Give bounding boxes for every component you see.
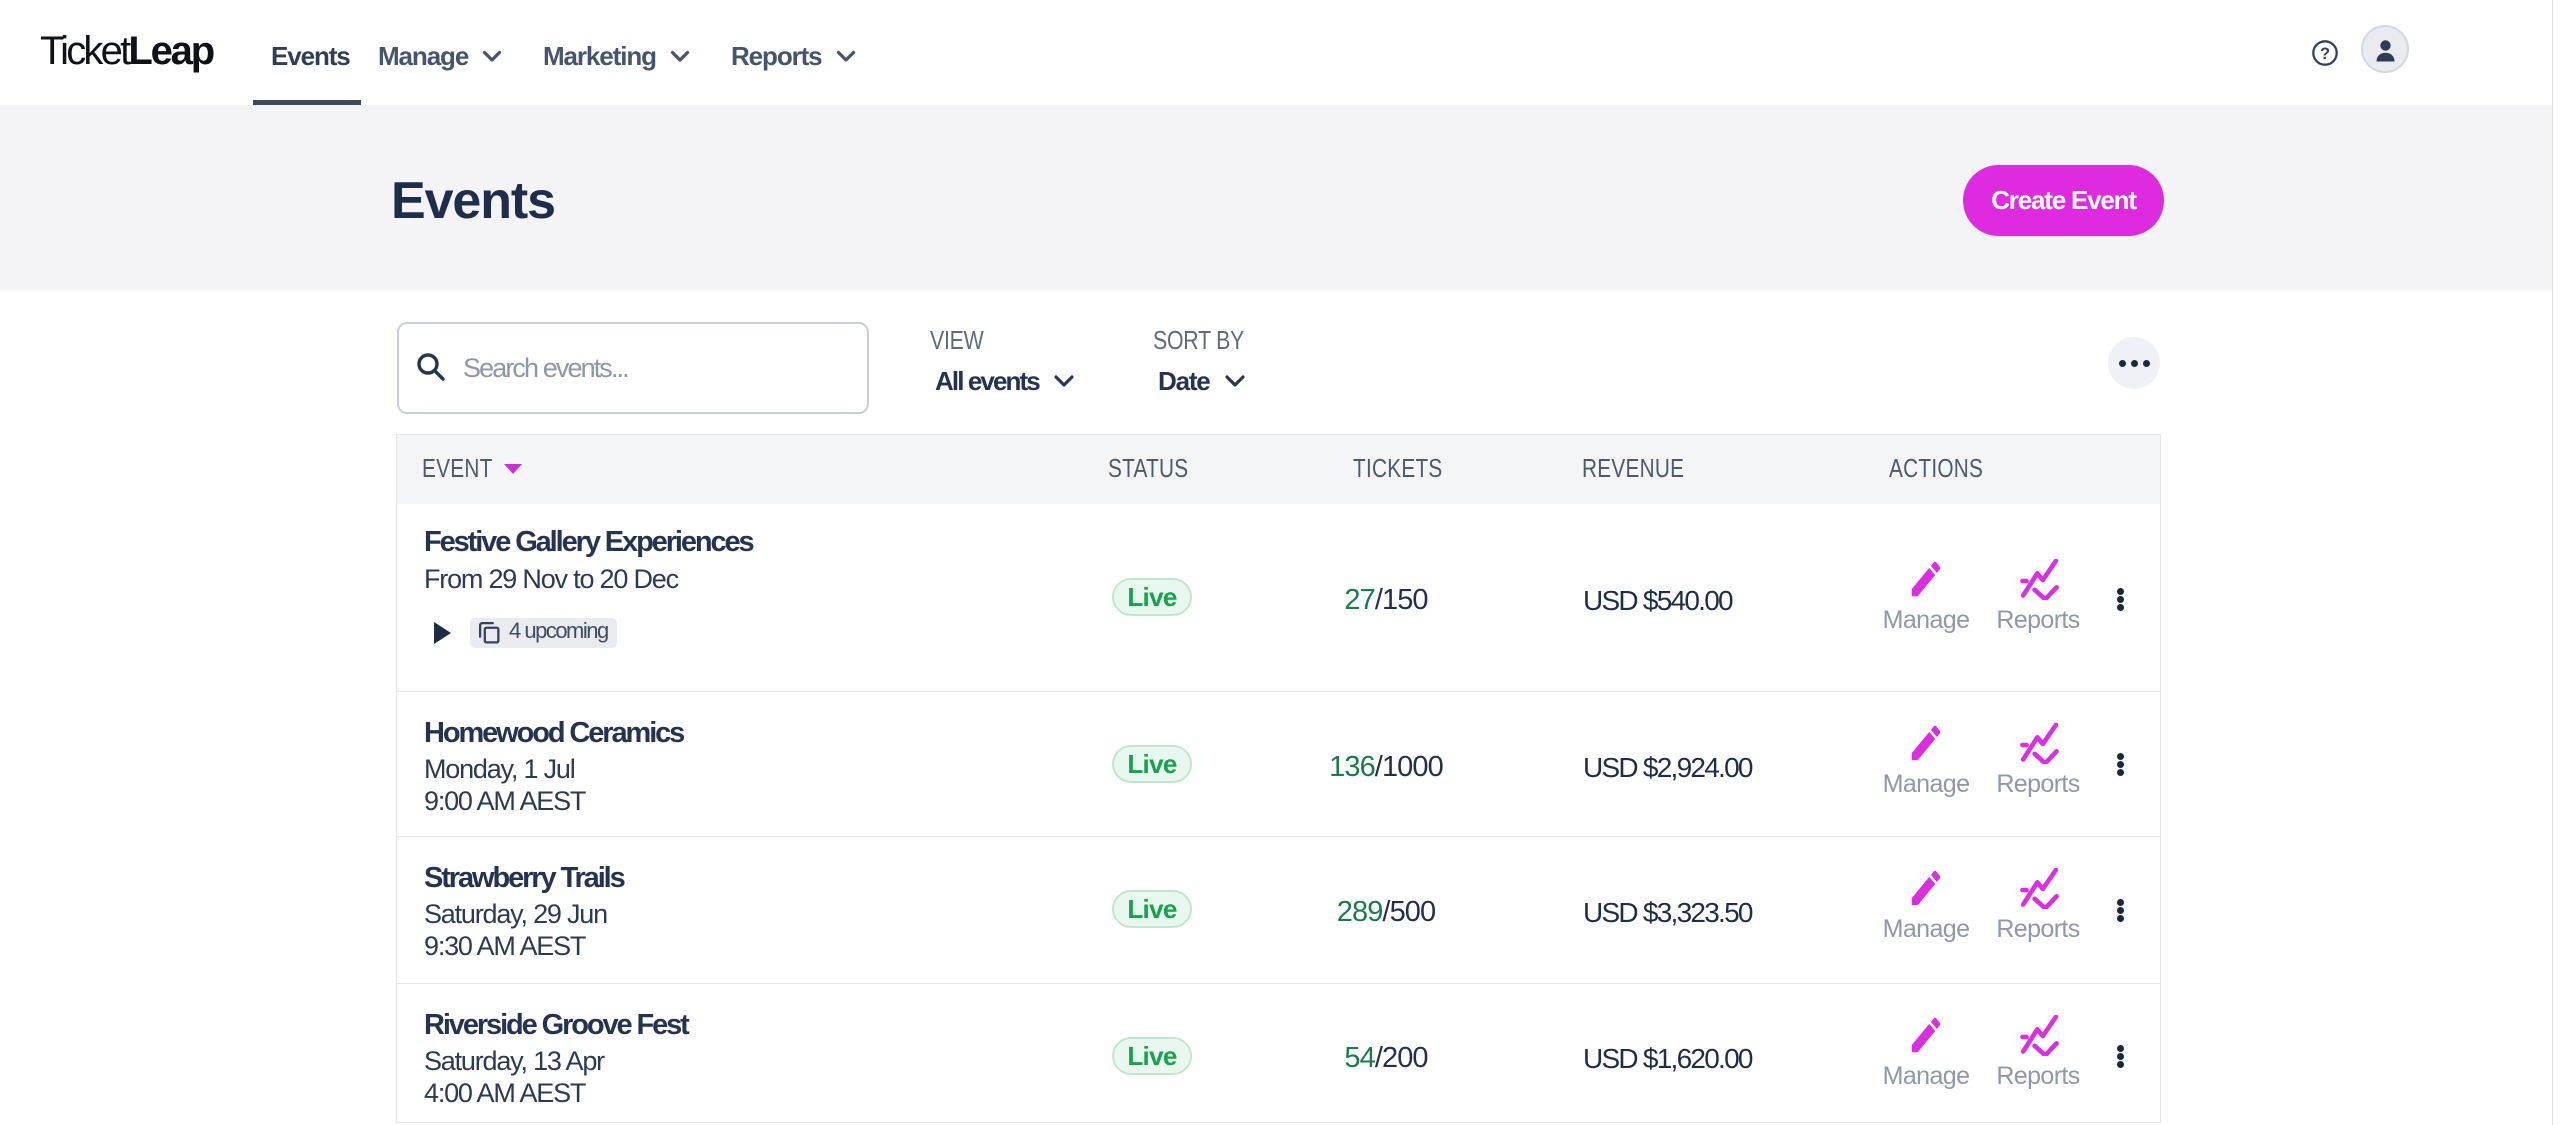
svg-text:?: ? [2320, 45, 2330, 63]
